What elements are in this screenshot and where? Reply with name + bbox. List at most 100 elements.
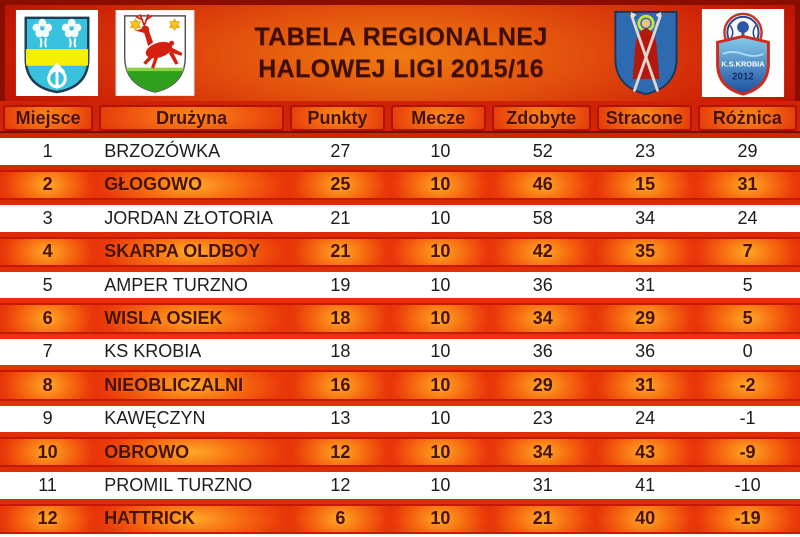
column-header-0: Miejsce [3, 105, 94, 132]
table-cell: 18 [330, 341, 351, 362]
table-cell: 7 [695, 238, 800, 265]
table-cell: 43 [595, 438, 696, 466]
table-cell: 23 [532, 408, 553, 429]
coat-of-arms-red-deer-icon [115, 9, 195, 97]
table-cell: 27 [330, 141, 351, 162]
bottom-strip [0, 534, 800, 537]
table-cell: 41 [635, 474, 656, 495]
table-row: 9 KAWĘCZYN 13 10 23 24 -1 [0, 405, 800, 432]
team-name-cell: KAWĘCZYN [104, 408, 206, 429]
table-cell: -1 [739, 408, 756, 429]
table-header-row: Miejsce Drużyna Punkty Mecze Zdobyte Stracone… [0, 105, 800, 134]
column-header-6: Różnica [697, 105, 797, 132]
table-cell: 10 [430, 474, 451, 495]
table-cell: 31 [635, 274, 656, 295]
table-row: 12 HATTRICK 6 10 21 40 -19 [0, 503, 800, 535]
table-cell: 12 [330, 474, 351, 495]
table-row: 2 GŁOGOWO 25 10 46 15 31 [0, 169, 800, 201]
league-table: Miejsce Drużyna Punkty Mecze Zdobyte Stracone… [0, 101, 800, 535]
team-name-cell: KS KROBIA [104, 341, 202, 362]
team-name-cell: SKARPA OLDBOY [95, 238, 291, 265]
table-cell: 10 [390, 305, 491, 332]
table-cell: 13 [330, 408, 351, 429]
team-name-cell: HATTRICK [95, 505, 291, 533]
table-cell: 10 [430, 274, 451, 295]
column-header-2: Punkty [290, 105, 385, 132]
badge-club-name: K.S.KROBIA [721, 60, 765, 69]
table-cell: 10 [430, 207, 451, 228]
table-row: 6 WISLA OSIEK 18 10 34 29 5 [0, 303, 800, 334]
table-row: 11 PROMIL TURZNO 12 10 31 41 -10 [0, 472, 800, 499]
badge-year: 2012 [732, 71, 754, 82]
table-cell: 0 [742, 341, 753, 362]
column-header-5: Stracone [596, 105, 692, 132]
table-cell: 6 [290, 505, 391, 533]
table-cell: 21 [490, 505, 596, 533]
table-cell: 5 [742, 274, 753, 295]
table-cell: 29 [737, 141, 758, 162]
team-name-cell: WISLA OSIEK [95, 305, 291, 332]
ks-krobia-2012-badge-icon: K.S.KROBIA 2012 [701, 9, 785, 97]
title-line-2: HALOWEJ LIGI 2015/16 [258, 55, 544, 83]
table-cell: 8 [0, 372, 96, 399]
table-cell: 4 [0, 238, 96, 265]
table-cell: -9 [695, 438, 800, 466]
table-row: 3 JORDAN ZŁOTORIA 21 10 58 34 24 [0, 205, 800, 232]
table-cell: 5 [42, 274, 53, 295]
table-cell: 34 [635, 207, 656, 228]
table-cell: 34 [490, 305, 596, 332]
table-cell: 7 [42, 341, 53, 362]
table-cell: 24 [737, 207, 758, 228]
table-cell: -2 [695, 372, 800, 399]
table-cell: 10 [390, 505, 491, 533]
table-cell: 46 [490, 171, 596, 199]
table-cell: 1 [42, 141, 53, 162]
table-row: 5 AMPER TURZNO 19 10 36 31 5 [0, 271, 800, 299]
table-cell: 15 [595, 171, 696, 199]
table-cell: 42 [490, 238, 596, 265]
table-cell: 40 [595, 505, 696, 533]
coat-of-arms-saint-with-staves-icon [607, 9, 685, 97]
table-row: 10 OBROWO 12 10 34 43 -9 [0, 436, 800, 468]
table-cell: 10 [430, 141, 451, 162]
table-row: 1 BRZOZÓWKA 27 10 52 23 29 [0, 138, 800, 165]
table-cell: 10 [430, 408, 451, 429]
table-cell: 36 [532, 274, 553, 295]
table-cell: 34 [490, 438, 596, 466]
table-cell: 2 [0, 171, 96, 199]
table-cell: 36 [532, 341, 553, 362]
table-cell: 12 [290, 438, 391, 466]
table-cell: 23 [635, 141, 656, 162]
table-cell: 31 [595, 372, 696, 399]
banner: TABELA REGIONALNEJ HALOWEJ LIGI 2015/16 [0, 0, 800, 101]
table-cell: -19 [695, 505, 800, 533]
team-name-cell: AMPER TURZNO [104, 274, 248, 295]
table-cell: 10 [390, 238, 491, 265]
team-name-cell: OBROWO [95, 438, 291, 466]
table-cell: 3 [42, 207, 53, 228]
table-cell: 16 [290, 372, 391, 399]
table-cell: 25 [290, 171, 391, 199]
table-cell: 10 [390, 171, 491, 199]
table-cell: 6 [0, 305, 96, 332]
table-cell: 21 [290, 238, 391, 265]
table-row: 8 NIEOBLICZALNI 16 10 29 31 -2 [0, 370, 800, 401]
table-cell: 10 [390, 372, 491, 399]
column-header-3: Mecze [390, 105, 486, 132]
table-cell: 11 [38, 474, 57, 495]
page-title: TABELA REGIONALNEJ HALOWEJ LIGI 2015/16 [211, 21, 591, 86]
column-header-1: Drużyna [99, 105, 285, 132]
coat-of-arms-trees-anchor-icon [15, 10, 99, 96]
table-cell: 18 [290, 305, 391, 332]
table-cell: 31 [695, 171, 800, 199]
team-name-cell: NIEOBLICZALNI [95, 372, 291, 399]
table-cell: 52 [532, 141, 553, 162]
table-cell: 12 [0, 505, 96, 533]
table-cell: 10 [0, 438, 96, 466]
team-name-cell: BRZOZÓWKA [104, 141, 221, 162]
title-line-1: TABELA REGIONALNEJ [254, 22, 548, 51]
table-cell: 29 [595, 305, 696, 332]
table-row: 4 SKARPA OLDBOY 21 10 42 35 7 [0, 236, 800, 267]
team-name-cell: PROMIL TURZNO [104, 474, 253, 495]
